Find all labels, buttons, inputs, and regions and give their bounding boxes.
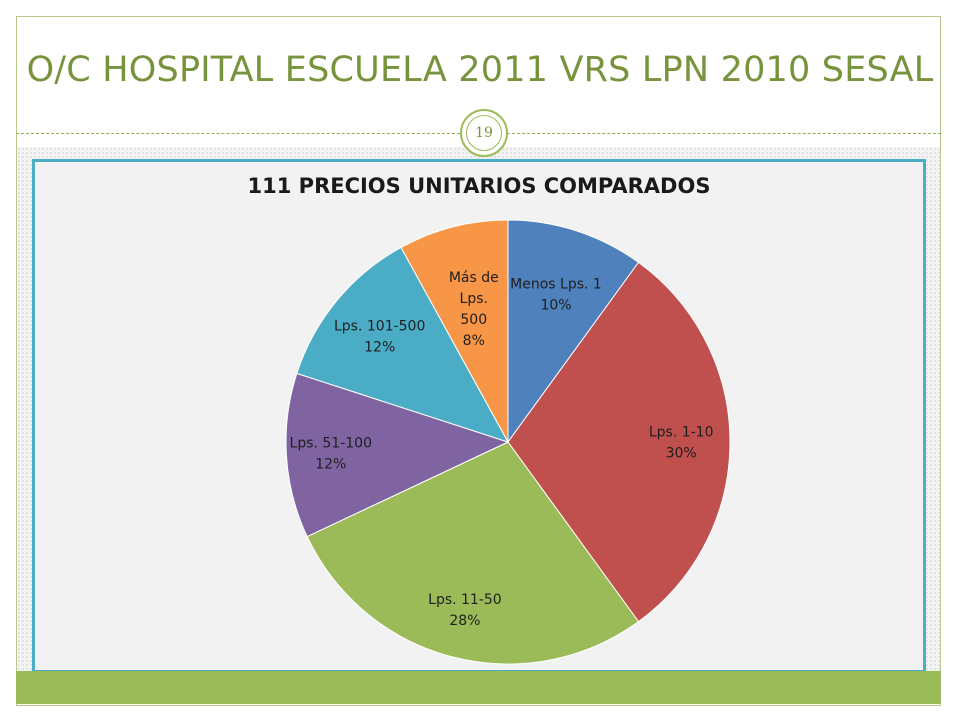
slide-title: O/C HOSPITAL ESCUELA 2011 VRS LPN 2010 S… [26,50,934,90]
pie-slice-label-1: Lps. 1-10 30% [649,425,714,462]
pie-slice-label-3: Lps. 51-100 12% [290,436,372,473]
slide-frame [16,16,941,706]
pie-slice-label-0: Menos Lps. 1 10% [510,277,602,314]
pie-slice-0 [507,219,640,444]
pie-slice-label-5: Más de Lps. 500 8% [449,270,499,349]
pie-chart: 111 PRECIOS UNITARIOS COMPARADOS Menos L… [32,159,926,673]
pie-slice-5 [400,219,509,443]
pie-slice-label-2: Lps. 11-50 28% [428,592,502,629]
page-number: 19 [466,115,502,151]
chart-title: 111 PRECIOS UNITARIOS COMPARADOS [247,174,711,198]
pie-slice-1 [507,261,731,623]
pie-slice-label-4: Lps. 101-500 12% [334,318,425,355]
pie-slice-2 [306,441,640,665]
pie-slice-4 [296,246,510,443]
pie-slice-3 [285,372,510,538]
footer-bar [16,671,941,704]
page-number-badge: 19 [460,109,508,157]
pie-chart-svg: Menos Lps. 1 10% Lps. 1-10 30% Lps. 11-50 28%… [285,219,731,665]
